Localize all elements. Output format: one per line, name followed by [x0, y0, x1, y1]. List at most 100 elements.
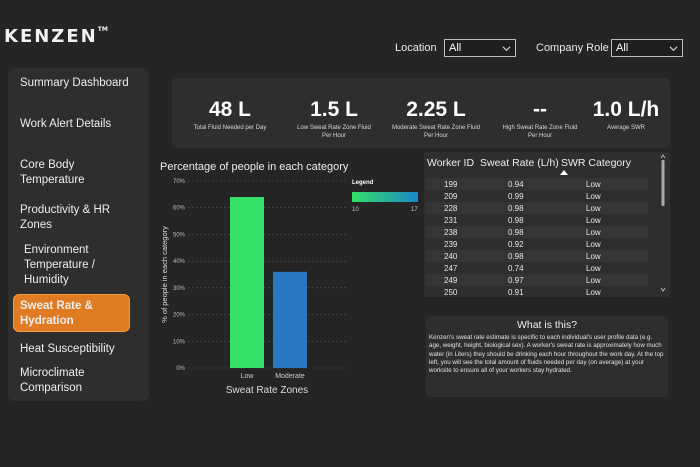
sidebar-item-summary-dashboard[interactable]: Summary Dashboard — [20, 77, 129, 89]
legend-min: 10 — [352, 207, 359, 213]
table-header-swr-category[interactable]: SWR Category — [561, 157, 632, 169]
x-tick-label: Low — [241, 373, 255, 380]
sort-descending-icon[interactable] — [560, 170, 568, 175]
cell-sweat-rate: 0.92 — [508, 240, 524, 249]
cell-swr-category: Low — [586, 240, 601, 249]
cell-swr-category: Low — [586, 204, 601, 213]
kpi-low-fluid: 1.5 L Low Sweat Rate Zone Fluid Per Hour — [284, 78, 384, 140]
sidebar-item-sweat-rate-hydration[interactable]: Sweat Rate & Hydration — [14, 295, 129, 331]
legend-max: 17 — [411, 207, 418, 213]
x-axis-title: Sweat Rate Zones — [226, 385, 308, 396]
table-row: 238 0.98 Low — [426, 226, 648, 238]
info-card: What is this? Kenzen's sweat rate estima… — [426, 316, 668, 397]
logo-text: KENZEN — [4, 26, 98, 47]
cell-worker-id: 238 — [444, 228, 458, 237]
table-row: 240 0.98 Low — [426, 250, 648, 262]
kpi-label: Low Sweat Rate Zone Fluid Per Hour — [297, 125, 371, 139]
kpi-total-fluid: 48 L Total Fluid Needed per Day — [180, 78, 280, 132]
cell-worker-id: 228 — [444, 204, 458, 213]
cell-worker-id: 240 — [444, 252, 458, 261]
cell-worker-id: 199 — [444, 180, 458, 189]
y-tick-label: 0% — [176, 366, 185, 372]
kpi-label: Average SWR — [607, 125, 645, 131]
company-role-value: All — [616, 42, 629, 54]
bar-moderate — [273, 271, 307, 368]
kpi-value: 1.0 L/h — [592, 98, 660, 121]
kpi-label: High Sweat Rate Zone Fluid Per Hour — [502, 125, 578, 139]
location-label: Location — [395, 42, 437, 54]
kpi-value: 1.5 L — [310, 98, 358, 121]
kpi-value: -- — [533, 98, 547, 121]
chevron-down-icon — [502, 46, 511, 52]
table-row: 231 0.98 Low — [426, 214, 648, 226]
kpi-high-fluid: -- High Sweat Rate Zone Fluid Per Hour — [490, 78, 590, 140]
bar-low — [230, 197, 264, 368]
table-row: 249 0.97 Low — [426, 274, 648, 286]
sidebar-item-microclimate-comparison[interactable]: Microclimate Comparison — [20, 367, 85, 394]
cell-sweat-rate: 0.98 — [508, 252, 524, 261]
info-title: What is this? — [516, 319, 578, 331]
y-tick-label: 50% — [173, 232, 186, 238]
table-scrollbar[interactable] — [660, 154, 666, 292]
kpi-moderate-fluid: 2.25 L Moderate Sweat Rate Zone Fluid Pe… — [386, 78, 486, 140]
cell-worker-id: 209 — [444, 192, 458, 201]
cell-swr-category: Low — [586, 276, 601, 285]
sidebar-item-work-alert-details[interactable]: Work Alert Details — [20, 118, 112, 130]
sidebar-item-environment-temperature-humidity[interactable]: Environment Temperature / Humidity — [24, 244, 95, 286]
company-role-label: Company Role — [536, 42, 609, 54]
cell-sweat-rate: 0.97 — [508, 276, 524, 285]
legend-title: Legend — [352, 180, 374, 186]
cell-sweat-rate: 0.94 — [508, 180, 524, 189]
location-dropdown[interactable]: All — [444, 39, 516, 57]
table-row: 199 0.94 Low — [426, 178, 648, 190]
kpi-card: 48 L Total Fluid Needed per Day 1.5 L Lo… — [172, 78, 670, 148]
chevron-down-icon — [669, 46, 678, 52]
kpi-label: Total Fluid Needed per Day — [193, 125, 267, 131]
y-tick-label: 10% — [173, 339, 186, 345]
table-header-sweat-rate[interactable]: Sweat Rate (L/h) — [480, 157, 559, 169]
cell-swr-category: Low — [586, 192, 601, 201]
cell-swr-category: Low — [586, 252, 601, 261]
table-row: 209 0.99 Low — [426, 190, 648, 202]
cell-worker-id: 231 — [444, 216, 458, 225]
cell-swr-category: Low — [586, 228, 601, 237]
y-tick-label: 20% — [173, 313, 186, 319]
kpi-label: Moderate Sweat Rate Zone Fluid Per Hour — [391, 125, 481, 139]
cell-sweat-rate: 0.98 — [508, 204, 524, 213]
cell-worker-id: 249 — [444, 276, 458, 285]
table-row: 250 0.91 Low — [426, 286, 648, 298]
kenzen-logo: KENZENTM — [4, 26, 108, 47]
sidebar-item-core-body-temperature[interactable]: Core Body Temperature — [20, 159, 85, 186]
cell-worker-id: 250 — [444, 288, 458, 297]
kpi-value: 2.25 L — [406, 98, 466, 121]
logo-trademark: TM — [97, 26, 108, 33]
sidebar-item-productivity-hr-zones[interactable]: Productivity & HR Zones — [20, 204, 111, 231]
info-text: Kenzen's sweat rate estimate is specific… — [429, 334, 664, 375]
worker-table: Worker ID Sweat Rate (L/h) SWR Category … — [424, 152, 670, 297]
cell-swr-category: Low — [586, 264, 601, 273]
sidebar-item-heat-susceptibility[interactable]: Heat Susceptibility — [20, 343, 115, 355]
location-value: All — [449, 42, 462, 54]
chart-title: Percentage of people in each category — [160, 161, 349, 173]
cell-sweat-rate: 0.91 — [508, 288, 524, 297]
cell-worker-id: 239 — [444, 240, 458, 249]
table-row: 247 0.74 Low — [426, 262, 648, 274]
sidebar-nav — [8, 68, 149, 401]
cell-sweat-rate: 0.98 — [508, 216, 524, 225]
kpi-value: 48 L — [208, 98, 252, 121]
y-tick-label: 30% — [173, 286, 186, 292]
cell-worker-id: 247 — [444, 264, 458, 273]
cell-sweat-rate: 0.99 — [508, 192, 524, 201]
y-tick-label: 70% — [173, 179, 186, 185]
company-role-dropdown[interactable]: All — [611, 39, 683, 57]
legend-gradient — [352, 192, 418, 202]
y-tick-label: 60% — [173, 206, 186, 212]
table-header-worker-id[interactable]: Worker ID — [427, 157, 475, 169]
cell-swr-category: Low — [586, 180, 601, 189]
table-row: 228 0.98 Low — [426, 202, 648, 214]
bar-chart: 0% 10% 20% 30% 40% 50% 60% 70% Low Moderate Sweat … — [160, 179, 346, 396]
y-tick-label: 40% — [173, 259, 186, 265]
cell-sweat-rate: 0.74 — [508, 264, 524, 273]
cell-sweat-rate: 0.98 — [508, 228, 524, 237]
x-tick-label: Moderate — [275, 373, 305, 380]
